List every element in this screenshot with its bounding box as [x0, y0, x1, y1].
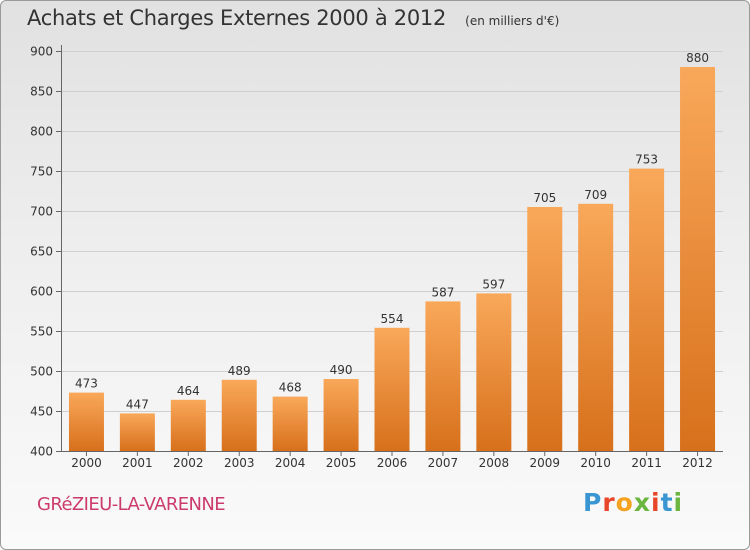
y-tick-label: 400 [30, 445, 53, 459]
y-tick-label: 850 [30, 85, 53, 99]
logo-letter: x [633, 488, 651, 517]
bar [170, 399, 206, 451]
data-label: 709 [584, 188, 607, 202]
bar [272, 396, 308, 451]
data-label: 447 [126, 397, 149, 411]
x-tick-label: 2001 [122, 456, 153, 470]
logo-letter: r [602, 488, 616, 517]
x-tick-label: 2011 [631, 456, 662, 470]
x-tick-label: 2006 [377, 456, 408, 470]
logo-letter: o [615, 488, 634, 517]
y-tick-label: 600 [30, 285, 53, 299]
bar [476, 293, 512, 451]
bar [119, 413, 155, 451]
logo-letter: i [651, 488, 661, 517]
proxiti-logo: Proxiti [583, 488, 683, 517]
data-label: 753 [635, 153, 658, 167]
title-block: Achats et Charges Externes 2000 à 2012 (… [27, 6, 559, 30]
bar [68, 392, 104, 451]
y-tick-label: 650 [30, 245, 53, 259]
x-tick-label: 2000 [71, 456, 102, 470]
y-tick-label: 550 [30, 325, 53, 339]
x-tick-label: 2008 [479, 456, 510, 470]
town-name: GRéZIEU-LA-VARENNE [37, 494, 226, 515]
chart-subtitle: (en milliers d'€) [465, 14, 560, 28]
data-label: 880 [686, 51, 709, 65]
logo-letter: t [660, 488, 674, 517]
bar [680, 67, 716, 451]
y-tick-label: 500 [30, 365, 53, 379]
bar [527, 207, 563, 451]
x-tick-label: 2004 [275, 456, 306, 470]
data-label: 473 [75, 377, 98, 391]
chart-title: Achats et Charges Externes 2000 à 2012 [27, 6, 447, 30]
data-label: 587 [431, 285, 454, 299]
data-label: 554 [381, 312, 404, 326]
x-tick-label: 2003 [224, 456, 255, 470]
bar [221, 379, 257, 451]
data-label: 597 [482, 277, 505, 291]
y-tick-label: 800 [30, 125, 53, 139]
y-tick-label: 900 [30, 45, 53, 59]
bars: 473 447 464 489 468 490 554 587 597 705 709 753 880 [68, 51, 716, 451]
x-tick-label: 2005 [326, 456, 357, 470]
axes: 400 450 500 550 600 650 700 750 800 850 900 2000 200… [30, 45, 723, 470]
bar [578, 203, 614, 451]
bar [425, 301, 461, 451]
x-tick-label: 2009 [529, 456, 560, 470]
data-label: 468 [279, 381, 302, 395]
logo-letter: P [583, 488, 603, 517]
data-label: 464 [177, 384, 200, 398]
bar [323, 379, 359, 451]
y-tick-label: 750 [30, 165, 53, 179]
bar [629, 168, 665, 451]
data-label: 705 [533, 191, 556, 205]
x-tick-label: 2007 [428, 456, 459, 470]
y-tick-label: 700 [30, 205, 53, 219]
logo-letter: i [673, 488, 684, 517]
bar [374, 327, 410, 451]
x-tick-label: 2002 [173, 456, 204, 470]
y-tick-label: 450 [30, 405, 53, 419]
data-label: 489 [228, 364, 251, 378]
data-label: 490 [330, 363, 353, 377]
x-tick-label: 2010 [580, 456, 611, 470]
x-tick-label: 2012 [682, 456, 713, 470]
